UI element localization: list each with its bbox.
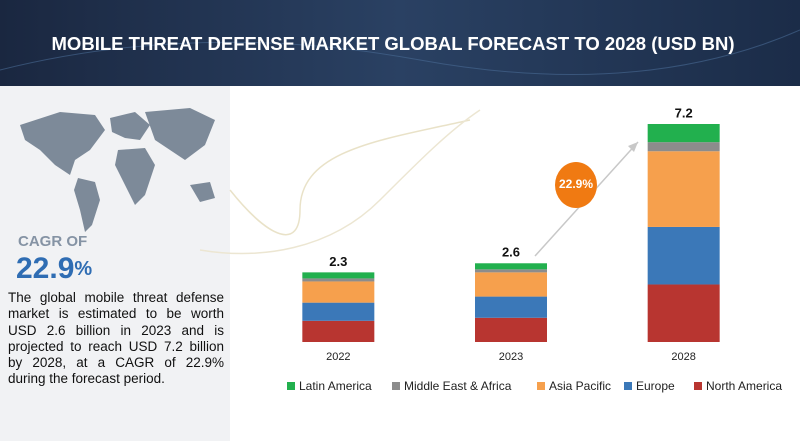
header-band xyxy=(0,0,800,86)
decoration-curve xyxy=(229,119,471,236)
bar-segment xyxy=(302,302,375,321)
description: The global mobile threat defense market … xyxy=(8,290,224,387)
bar-segment xyxy=(475,269,547,273)
x-tick-label: 2028 xyxy=(671,351,695,363)
bar-segment xyxy=(647,151,720,227)
legend-label: Asia Pacific xyxy=(549,379,611,393)
legend-label: Middle East & Africa xyxy=(404,379,512,393)
chart-title: MOBILE THREAT DEFENSE MARKET GLOBAL FORE… xyxy=(52,34,735,54)
bar-segment xyxy=(647,142,720,152)
cagr-bubble-label: 22.9% xyxy=(559,177,593,191)
bar-segment xyxy=(302,281,375,303)
legend-swatch xyxy=(694,382,702,390)
decoration-curve xyxy=(199,109,481,255)
world-map xyxy=(20,108,215,232)
bar-segment xyxy=(647,284,720,342)
cagr-number: 22.9 xyxy=(16,252,74,285)
bar-segment xyxy=(475,317,547,342)
total-label: 7.2 xyxy=(675,105,693,120)
bar-segment xyxy=(647,124,720,143)
bar-segment xyxy=(475,272,547,297)
cagr-bubble xyxy=(555,162,597,208)
legend-swatch xyxy=(537,382,545,390)
cagr-label: CAGR OF xyxy=(18,233,87,250)
legend-swatch xyxy=(392,382,400,390)
bar-segment xyxy=(475,263,547,270)
legend-swatch xyxy=(287,382,295,390)
header-decoration xyxy=(0,29,800,76)
cagr-value: 22.9% xyxy=(16,252,92,285)
bar-segment xyxy=(302,272,375,279)
legend-swatch xyxy=(624,382,632,390)
bar-segment xyxy=(302,278,375,282)
cagr-unit: % xyxy=(74,258,92,280)
bar-segment xyxy=(475,296,547,318)
bar-segment xyxy=(302,320,375,342)
bar-segment xyxy=(647,226,720,285)
legend-label: North America xyxy=(706,379,782,393)
growth-arrow-head xyxy=(628,142,638,152)
total-label: 2.6 xyxy=(502,245,520,260)
legend-label: Latin America xyxy=(299,379,372,393)
x-tick-label: 2022 xyxy=(326,351,350,363)
legend-label: Europe xyxy=(636,379,675,393)
total-label: 2.3 xyxy=(329,254,347,269)
x-tick-label: 2023 xyxy=(499,351,523,363)
